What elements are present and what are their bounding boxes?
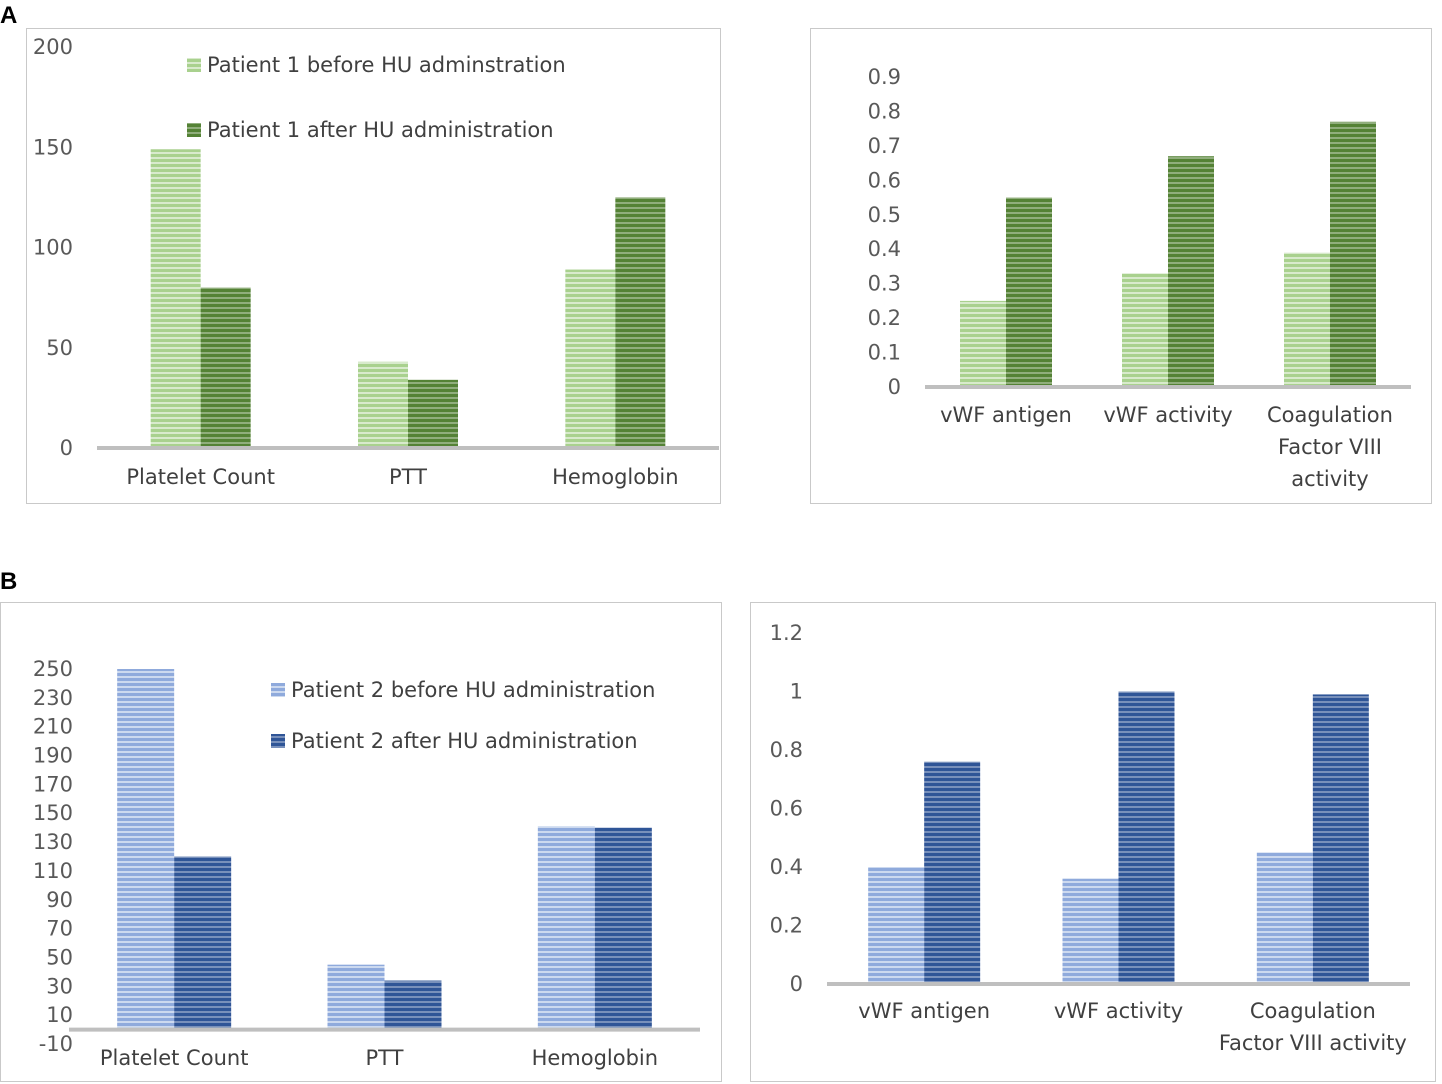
chart-b1-box: 250 230 210 190 170 150 130 110 90 70 50 30 10 -10 Pla… [0,602,722,1082]
bar-before [565,269,616,448]
y-tick-label: 130 [33,830,73,854]
y-tick-label: 70 [46,917,73,941]
bar-before [327,964,385,1030]
y-tick-label: 210 [33,715,73,739]
category-label: activity [1291,467,1368,491]
y-tick-label: 0.4 [868,237,901,261]
y-tick-label: 10 [46,1003,73,1027]
y-tick-label: 0.4 [770,855,803,879]
y-tick-label: 1.2 [770,621,803,645]
y-tick-label: 230 [33,686,73,710]
category-label: vWF antigen [858,999,990,1023]
legend-swatch [271,683,285,697]
chart-a2: 0.9 0.8 0.7 0.6 0.5 0.4 0.3 0.2 0.1 0 vWF antigen v… [868,65,1411,491]
y-tick-label: 50 [46,336,73,360]
legend-label: Patient 2 before HU administration [291,678,655,702]
bar-before [1256,852,1313,984]
category-label: Platelet Count [100,1046,249,1070]
y-tick-label: 0.8 [868,99,901,123]
bar-after [200,287,251,448]
y-tick-label: -10 [39,1032,73,1056]
category-label: vWF antigen [940,403,1072,427]
y-tick-label: 150 [33,801,73,825]
legend-label: Patient 2 after HU administration [291,729,638,753]
bar-after [408,379,458,448]
y-tick-label: 0.3 [868,272,901,296]
chart-b2-box: 1.2 1 0.8 0.6 0.4 0.2 0 vWF antigen vWF activity… [750,602,1436,1082]
chart-a1-box: 200 150 100 50 0 Platelet Count PTT Hemoglobin P… [26,28,721,504]
y-tick-label: 100 [33,236,73,260]
legend-label: Patient 1 after HU administration [207,118,554,142]
chart-b2: 1.2 1 0.8 0.6 0.4 0.2 0 vWF antigen vWF activity… [770,621,1410,1055]
bar-after [1312,694,1369,984]
legend-swatch [187,58,201,72]
legend-swatch [187,123,201,137]
bar-before [537,826,595,1030]
y-tick-label: 0 [888,375,901,399]
chart-a1: 200 150 100 50 0 Platelet Count PTT Hemoglobin P… [33,35,719,489]
category-label: PTT [389,465,427,489]
panel-label-a: A [0,2,18,29]
bar-after [1118,691,1175,984]
bar-before [1122,273,1168,387]
y-tick-label: 170 [33,772,73,796]
y-tick-label: 0 [60,436,73,460]
y-tick-label: 190 [33,744,73,768]
legend-swatch [271,734,285,748]
y-tick-label: 0.6 [770,797,803,821]
y-tick-label: 0.8 [770,738,803,762]
y-tick-label: 200 [33,35,73,59]
category-label: Hemoglobin [532,1046,659,1070]
y-tick-label: 0.2 [770,914,803,938]
bar-after [174,856,232,1030]
bar-after [1006,197,1052,387]
category-label: Factor VIII [1278,435,1382,459]
y-tick-label: 30 [46,974,73,998]
bar-after [384,980,442,1030]
y-tick-label: 0.1 [868,341,901,365]
chart-a2-box: 0.9 0.8 0.7 0.6 0.5 0.4 0.3 0.2 0.1 0 vWF antigen v… [810,28,1432,504]
y-tick-label: 250 [33,657,73,681]
y-tick-label: 110 [33,859,73,883]
bar-before [960,300,1006,387]
y-tick-label: 0.6 [868,168,901,192]
category-label: Hemoglobin [552,465,679,489]
bar-after [1330,121,1376,388]
y-tick-label: 0.7 [868,134,901,158]
bar-before [1284,252,1330,387]
category-label: Coagulation [1267,403,1393,427]
bar-before [868,867,925,984]
bar-before [358,361,408,448]
category-label: Factor VIII activity [1219,1031,1407,1055]
category-label: Platelet Count [126,465,275,489]
category-label: vWF activity [1054,999,1183,1023]
bar-after [615,197,666,448]
bar-after [594,827,652,1030]
bar-before [117,669,175,1030]
y-tick-label: 0 [790,972,803,996]
y-tick-label: 90 [46,888,73,912]
y-tick-label: 0.9 [868,65,901,89]
category-label: vWF activity [1103,403,1232,427]
y-tick-label: 0.5 [868,203,901,227]
chart-b1: 250 230 210 190 170 150 130 110 90 70 50 30 10 -10 Pla… [33,657,700,1070]
y-tick-label: 150 [33,135,73,159]
y-tick-label: 50 [46,945,73,969]
y-tick-label: 0.2 [868,306,901,330]
bar-before [150,149,201,448]
bar-after [924,761,981,984]
panel-label-b: B [0,568,18,595]
category-label: Coagulation [1250,999,1376,1023]
bar-before [1062,878,1119,984]
bar-after [1168,156,1214,387]
y-tick-label: 1 [790,680,803,704]
category-label: PTT [366,1046,404,1070]
legend-label: Patient 1 before HU adminstration [207,53,566,77]
